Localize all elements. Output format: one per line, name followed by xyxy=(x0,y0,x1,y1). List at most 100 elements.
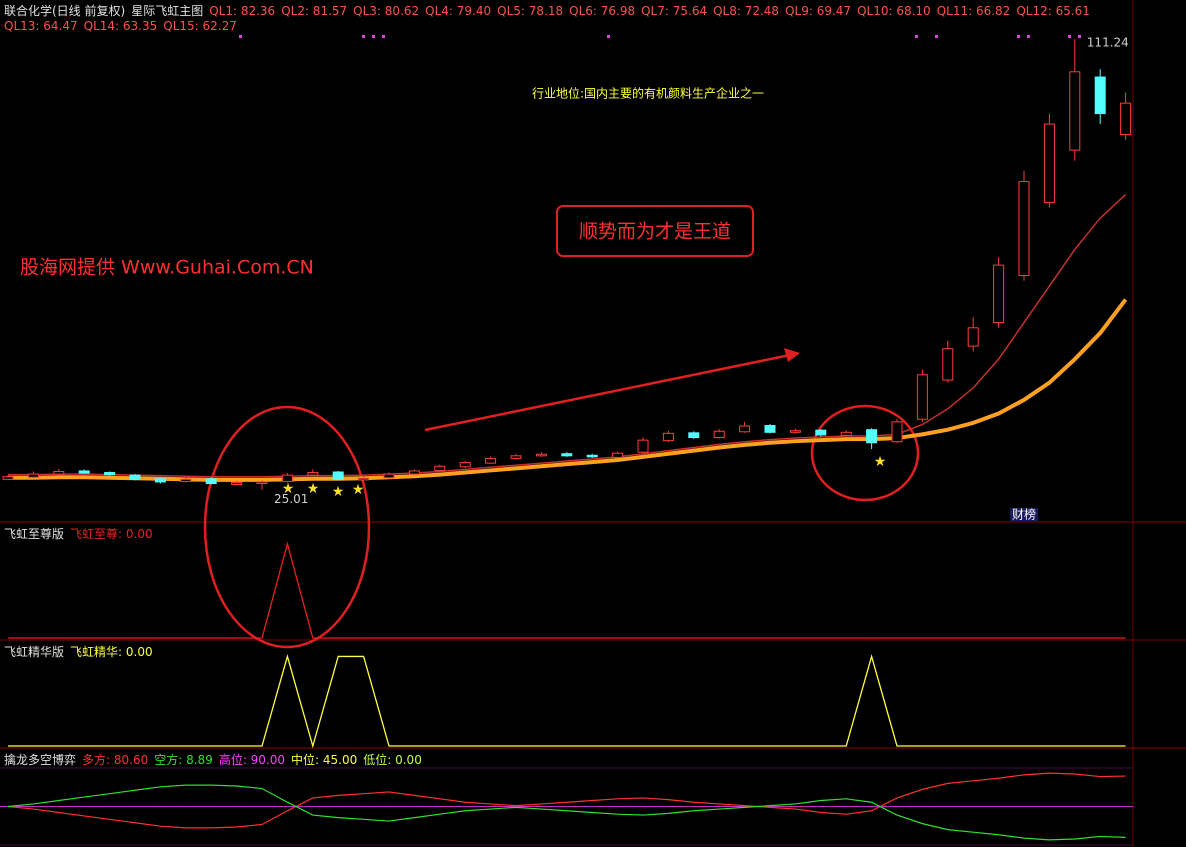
candle-body xyxy=(53,470,65,475)
ql-label: QL14: 63.35 xyxy=(83,19,158,33)
candle-body xyxy=(739,425,751,433)
trend-arrow xyxy=(424,353,791,432)
ql-label: QL11: 66.82 xyxy=(936,4,1011,18)
candle-body xyxy=(281,474,293,482)
candle-body xyxy=(612,452,624,458)
ql-label: QL2: 81.57 xyxy=(281,4,348,18)
candle-body xyxy=(1043,123,1055,203)
panel-title[interactable]: 飞虹精华版 xyxy=(4,645,65,659)
ql-label: QL15: 62.27 xyxy=(163,19,237,33)
annotations: 顺势而为才是王道 行业地位:国内主要的有机颜料生产企业之一 股海网提供 Www.… xyxy=(20,35,1081,649)
star: ★ xyxy=(874,454,887,470)
candle-body xyxy=(662,432,674,442)
candle-body xyxy=(916,374,928,420)
candle-body xyxy=(815,429,827,436)
panel-header: 飞虹精华版 飞虹精华: 0.00 xyxy=(4,643,153,660)
high-label: 111.24 xyxy=(1087,36,1129,50)
candle-body xyxy=(993,264,1005,324)
candle-body xyxy=(485,457,497,464)
candle-body xyxy=(358,477,370,481)
slogan-box xyxy=(556,205,754,257)
candle-body xyxy=(332,471,344,480)
level-label: 低位: 0.00 xyxy=(363,753,422,767)
badge-bg xyxy=(1010,508,1038,521)
panel-legend: 飞虹精华: 0.00 xyxy=(70,645,153,659)
panel-title[interactable]: 擒龙多空博弈 xyxy=(4,753,77,767)
candle-body xyxy=(1120,102,1132,135)
candle-body xyxy=(104,472,116,476)
candle-body xyxy=(1094,76,1106,115)
ql-label: QL1: 82.36 xyxy=(209,4,276,18)
candle-body xyxy=(154,478,166,483)
candle-body xyxy=(561,453,573,457)
ql-label: QL9: 69.47 xyxy=(785,4,852,18)
level-label: 中位: 45.00 xyxy=(291,753,358,767)
candle-body xyxy=(205,478,217,485)
series-line xyxy=(7,784,1126,841)
candle-body xyxy=(1018,181,1030,277)
industry-note: 行业地位:国内主要的有机颜料生产企业之一 xyxy=(532,86,764,101)
candle-body xyxy=(1069,71,1081,151)
candle-body xyxy=(78,470,90,474)
candle-body xyxy=(967,327,979,347)
candle-body xyxy=(866,429,878,444)
candle-body xyxy=(2,476,14,480)
ql-label: QL5: 78.18 xyxy=(497,4,564,18)
panel-legend: 飞虹至尊: 0.00 xyxy=(70,527,153,541)
arrow-head xyxy=(784,348,800,362)
candle-body xyxy=(891,421,903,443)
panel-title[interactable]: 飞虹至尊版 xyxy=(4,527,65,541)
candle-body xyxy=(129,474,141,480)
ma-ribbon-top xyxy=(8,194,1127,478)
candle-body xyxy=(408,470,420,475)
highlight-circle xyxy=(203,405,371,649)
ql-label: QL6: 76.98 xyxy=(569,4,636,18)
legend-entry: 空方: 8.89 xyxy=(154,753,213,767)
candle-body xyxy=(764,425,776,433)
series-line xyxy=(7,772,1126,829)
candle-body xyxy=(383,473,395,479)
star: ★ xyxy=(282,481,295,497)
highlight-circle xyxy=(810,404,920,502)
star: ★ xyxy=(352,482,365,498)
indicator-name[interactable]: 星际飞虹主图 xyxy=(131,4,204,18)
candle-body xyxy=(789,430,801,433)
panel-header: 擒龙多空博弈 多方: 80.60 空方: 8.89 高位: 90.00 中位: 45.… xyxy=(4,751,422,768)
candle-body xyxy=(586,454,598,458)
candle-body xyxy=(713,430,725,439)
stock-name[interactable]: 联合化学(日线 前复权) xyxy=(4,4,126,18)
source-watermark: 股海网提供 Www.Guhai.Com.CN xyxy=(20,257,314,279)
candle-body xyxy=(307,472,319,476)
legend-entry: 多方: 80.60 xyxy=(82,753,149,767)
candle-body xyxy=(942,348,954,381)
star: ★ xyxy=(307,481,320,497)
ql-label: QL12: 65.61 xyxy=(1016,4,1090,18)
candle-body xyxy=(434,465,446,471)
ql-label: QL7: 75.64 xyxy=(641,4,708,18)
ql-label: QL8: 72.48 xyxy=(713,4,780,18)
ql-label: QL3: 80.62 xyxy=(353,4,420,18)
candle-body xyxy=(27,473,39,478)
slogan: 顺势而为才是王道 xyxy=(579,221,731,243)
candle-body xyxy=(688,432,700,439)
panel-header: 飞虹至尊版 飞虹至尊: 0.00 xyxy=(4,525,153,542)
candle-body xyxy=(535,453,547,457)
ma-ribbon-bottom xyxy=(8,298,1128,482)
star: ★ xyxy=(332,484,345,500)
level-label: 高位: 90.00 xyxy=(218,753,286,767)
candle-body xyxy=(180,478,192,482)
badge: 财榜 xyxy=(1012,507,1036,522)
top-dots xyxy=(239,35,1081,38)
candle-body xyxy=(840,431,852,436)
candle-body xyxy=(459,462,471,468)
low-label: 25.01 xyxy=(274,492,308,506)
signal-stars: ★ ★ ★ ★ ★ xyxy=(282,454,887,500)
ql-label: QL10: 68.10 xyxy=(857,4,931,18)
candle-body xyxy=(231,481,243,486)
signal-line xyxy=(8,654,1126,749)
ql-label: QL4: 79.40 xyxy=(425,4,492,18)
signal-line xyxy=(8,541,1126,639)
ql-label: QL13: 64.47 xyxy=(4,19,78,33)
header-bar: 联合化学(日线 前复权) 星际飞虹主图 QL1: 82.36 QL2: 81.57… xyxy=(4,4,1134,34)
